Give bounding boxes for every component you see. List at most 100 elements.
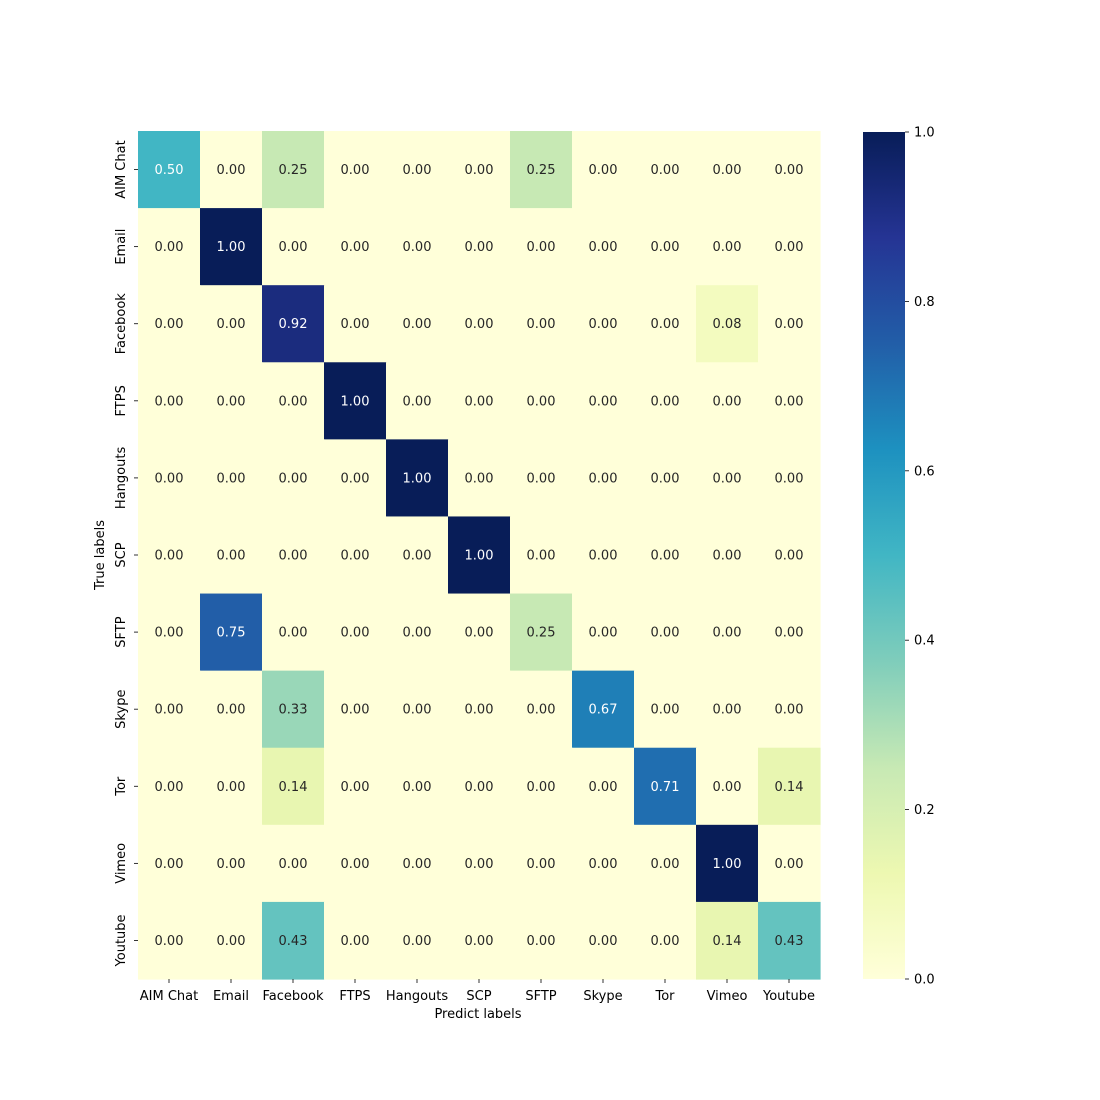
x-tick-label: Youtube <box>762 989 815 1004</box>
x-tick-label: Facebook <box>262 989 324 1004</box>
cell-value-label: 0.00 <box>217 317 246 332</box>
colorbar-tick-label: 0.4 <box>914 634 935 649</box>
cell-value-label: 0.00 <box>465 780 494 795</box>
heatmap-cell <box>696 362 759 440</box>
heatmap-cell <box>572 208 635 286</box>
heatmap-cell <box>572 516 635 595</box>
heatmap-cell <box>200 593 263 672</box>
cell-value-label: 0.00 <box>651 626 680 641</box>
heatmap-cell <box>758 824 821 903</box>
heatmap-cell <box>200 208 263 286</box>
cell-value-label: 0.00 <box>341 549 370 564</box>
heatmap-cell <box>448 901 511 980</box>
heatmap-cell <box>696 901 759 980</box>
cell-value-label: 0.00 <box>527 317 556 332</box>
colorbar-tick-label: 0.8 <box>914 295 935 310</box>
cell-value-label: 0.00 <box>403 394 432 409</box>
heatmap-cell <box>634 670 697 749</box>
colorbar-tick-label: 1.0 <box>914 126 935 141</box>
cell-value-label: 0.75 <box>217 626 246 641</box>
heatmap-cells <box>138 131 821 980</box>
heatmap-cell <box>448 593 511 672</box>
heatmap-cell <box>138 901 201 980</box>
heatmap-cell <box>572 285 635 363</box>
cell-value-label: 0.00 <box>155 626 184 641</box>
heatmap-cell <box>758 208 821 286</box>
heatmap-cell <box>386 747 449 826</box>
heatmap-cell <box>262 593 325 672</box>
cell-value-label: 0.00 <box>155 317 184 332</box>
heatmap-cell <box>510 285 573 363</box>
heatmap-cell <box>200 901 263 980</box>
cell-value-label: 0.00 <box>527 780 556 795</box>
cell-value-label: 0.00 <box>713 549 742 564</box>
heatmap-cell <box>386 516 449 595</box>
cell-value-label: 0.00 <box>217 549 246 564</box>
x-tick-label: FTPS <box>339 989 370 1004</box>
cell-value-label: 0.00 <box>341 471 370 486</box>
cell-value-label: 0.00 <box>403 163 432 178</box>
cell-value-label: 0.00 <box>589 780 618 795</box>
cell-value-label: 0.00 <box>341 317 370 332</box>
cell-value-label: 0.00 <box>527 857 556 872</box>
y-tick-label: Youtube <box>114 914 129 967</box>
cell-value-label: 0.00 <box>217 394 246 409</box>
heatmap-cell <box>324 285 387 363</box>
heatmap-cell <box>758 285 821 363</box>
cell-value-label: 0.00 <box>713 240 742 255</box>
cell-value-label: 0.50 <box>155 163 184 178</box>
heatmap-cell <box>696 285 759 363</box>
heatmap-cell <box>448 285 511 363</box>
heatmap-cell <box>448 747 511 826</box>
cell-value-label: 0.00 <box>465 240 494 255</box>
heatmap-cell <box>262 285 325 363</box>
heatmap-cell <box>634 516 697 595</box>
cell-value-label: 0.00 <box>403 857 432 872</box>
heatmap-cell <box>324 824 387 903</box>
heatmap-cell <box>386 285 449 363</box>
x-tick-label: AIM Chat <box>140 989 198 1004</box>
cell-value-label: 0.00 <box>651 857 680 872</box>
cell-value-label: 0.00 <box>403 780 432 795</box>
cell-value-label: 0.00 <box>279 471 308 486</box>
cell-value-label: 1.00 <box>341 394 370 409</box>
heatmap-cell <box>572 747 635 826</box>
heatmap-cell <box>510 747 573 826</box>
cell-value-label: 0.00 <box>775 857 804 872</box>
cell-value-label: 0.00 <box>651 471 680 486</box>
heatmap-cell <box>138 747 201 826</box>
cell-value-label: 0.00 <box>651 549 680 564</box>
heatmap-cell <box>510 516 573 595</box>
cell-value-label: 0.00 <box>589 394 618 409</box>
heatmap-cell <box>386 901 449 980</box>
heatmap-cell <box>448 362 511 440</box>
cell-value-label: 0.00 <box>403 549 432 564</box>
y-tick-label: Skype <box>114 690 129 729</box>
cell-value-label: 0.00 <box>217 934 246 949</box>
heatmap-cell <box>572 362 635 440</box>
cell-value-label: 0.43 <box>279 934 308 949</box>
cell-value-label: 0.00 <box>589 240 618 255</box>
heatmap-cell <box>634 208 697 286</box>
heatmap-cell <box>200 285 263 363</box>
colorbar-tick-label: 0.0 <box>914 973 935 988</box>
heatmap-cell <box>758 439 821 518</box>
cell-value-label: 0.00 <box>651 394 680 409</box>
cell-value-label: 0.00 <box>527 703 556 718</box>
heatmap-cell <box>200 670 263 749</box>
cell-value-label: 0.00 <box>217 857 246 872</box>
cell-value-label: 0.00 <box>155 934 184 949</box>
cell-value-label: 1.00 <box>403 471 432 486</box>
heatmap-cell <box>696 593 759 672</box>
heatmap-cell <box>138 439 201 518</box>
cell-value-label: 0.25 <box>527 626 556 641</box>
cell-value-label: 1.00 <box>217 240 246 255</box>
cell-value-label: 0.71 <box>651 780 680 795</box>
cell-value-label: 0.00 <box>341 240 370 255</box>
cell-value-label: 0.00 <box>465 471 494 486</box>
x-tick-label: Hangouts <box>386 989 449 1004</box>
cell-value-label: 0.00 <box>713 163 742 178</box>
heatmap-cell <box>634 362 697 440</box>
cell-value-label: 0.00 <box>403 626 432 641</box>
cell-value-label: 0.00 <box>713 471 742 486</box>
